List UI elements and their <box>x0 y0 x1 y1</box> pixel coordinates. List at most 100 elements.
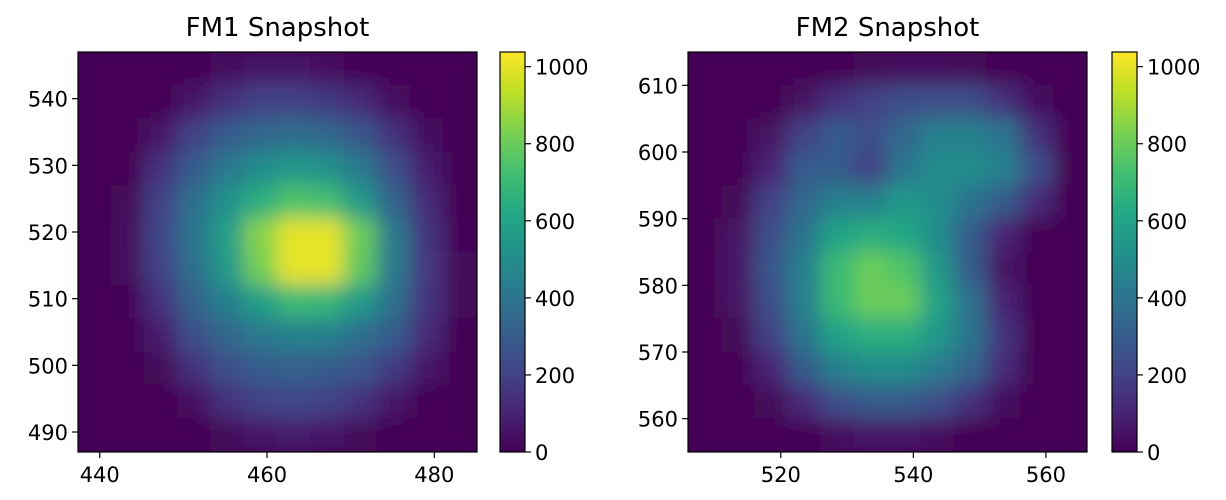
y-tick-label: 520 <box>28 221 68 245</box>
heatmap-cell <box>410 384 445 420</box>
heatmap-cell <box>754 351 789 386</box>
heatmap-cell <box>820 318 855 353</box>
colorbar-tick-label: 1000 <box>535 56 588 80</box>
chart-title: FM1 Snapshot <box>186 13 370 43</box>
heatmap-cell <box>953 151 988 186</box>
heatmap-cell <box>887 351 922 386</box>
heatmap-cell <box>1053 218 1087 253</box>
heatmap-cell <box>177 84 212 120</box>
heatmap-cell <box>787 418 822 452</box>
heatmap-cell <box>787 318 822 353</box>
heatmap-cell <box>820 52 855 86</box>
heatmap-cell <box>277 351 312 386</box>
heatmap-cell <box>754 418 789 452</box>
heatmap-cell <box>1053 251 1087 286</box>
heatmap-cell <box>110 218 145 253</box>
heatmap-cell <box>110 184 145 220</box>
heatmap-cell <box>820 118 855 153</box>
heatmap-cell <box>177 184 212 220</box>
heatmap-cell <box>177 318 212 353</box>
heatmap-cell <box>144 284 179 320</box>
heatmap-cell <box>920 84 955 120</box>
heatmap <box>78 52 477 452</box>
chart-title: FM2 Snapshot <box>796 13 980 43</box>
heatmap-cell <box>887 251 922 286</box>
heatmap-cell <box>720 52 755 86</box>
heatmap-cell <box>78 351 112 386</box>
heatmap-cell <box>953 284 988 320</box>
heatmap-cell <box>410 418 445 452</box>
heatmap-cell <box>210 351 245 386</box>
heatmap-cell <box>243 52 278 86</box>
heatmap-cell <box>410 218 445 253</box>
heatmap-cell <box>986 118 1021 153</box>
heatmap-cell <box>310 184 345 220</box>
axes-frame <box>77 51 478 453</box>
heatmap-cell <box>1053 151 1087 186</box>
heatmap-cell <box>177 384 212 420</box>
heatmap-cell <box>1053 84 1087 120</box>
heatmap-cell <box>953 184 988 220</box>
heatmap-cells <box>688 52 1087 452</box>
heatmap-cell <box>78 218 112 253</box>
heatmap-cell <box>144 251 179 286</box>
heatmap-cell <box>310 418 345 452</box>
heatmap-cell <box>376 184 411 220</box>
heatmap-cell <box>787 84 822 120</box>
heatmap-cell <box>243 118 278 153</box>
heatmap-cell <box>110 84 145 120</box>
heatmap-cell <box>986 318 1021 353</box>
heatmap-cell <box>78 318 112 353</box>
heatmap-cell <box>920 351 955 386</box>
heatmap-cell <box>343 251 378 286</box>
heatmap-cell <box>953 384 988 420</box>
heatmap-cell <box>177 284 212 320</box>
heatmap-cell <box>277 52 312 86</box>
heatmap-cell <box>376 218 411 253</box>
heatmap-cell <box>410 184 445 220</box>
heatmap-cell <box>210 151 245 186</box>
heatmap-cell <box>1020 218 1055 253</box>
colorbar-tick-label: 600 <box>1147 210 1187 234</box>
heatmap-cell <box>243 184 278 220</box>
heatmap-cell <box>1053 418 1087 452</box>
heatmap-cell <box>1020 284 1055 320</box>
heatmap-cell <box>1020 52 1055 86</box>
heatmap-cell <box>920 384 955 420</box>
heatmap-cell <box>110 418 145 452</box>
heatmap-cell <box>443 251 477 286</box>
heatmap-cell <box>78 418 112 452</box>
heatmap-cell <box>920 52 955 86</box>
heatmap-cell <box>953 251 988 286</box>
heatmap-cell <box>376 151 411 186</box>
heatmap-cell <box>177 351 212 386</box>
heatmap-cell <box>177 52 212 86</box>
heatmap-cell <box>343 318 378 353</box>
heatmap-cell <box>720 84 755 120</box>
x-tick-label: 540 <box>893 463 933 487</box>
heatmap-cell <box>688 384 722 420</box>
heatmap-cell <box>688 318 722 353</box>
heatmap-cell <box>277 284 312 320</box>
heatmap-cell <box>210 218 245 253</box>
heatmap-cell <box>820 251 855 286</box>
heatmap-cell <box>243 84 278 120</box>
heatmap-cell <box>343 418 378 452</box>
heatmap-cell <box>144 384 179 420</box>
heatmap-cell <box>787 284 822 320</box>
heatmap-cell <box>853 284 888 320</box>
heatmap-cell <box>78 151 112 186</box>
colorbar-tick-label: 1000 <box>1147 56 1200 80</box>
heatmap-cell <box>887 118 922 153</box>
heatmap-cell <box>688 52 722 86</box>
heatmap-cell <box>1053 351 1087 386</box>
colorbar-tick-label: 200 <box>535 364 575 388</box>
heatmap-cell <box>720 351 755 386</box>
heatmap-cell <box>853 318 888 353</box>
heatmap-cell <box>443 351 477 386</box>
heatmap-cell <box>986 52 1021 86</box>
heatmap-cell <box>853 418 888 452</box>
heatmap-cell <box>953 84 988 120</box>
